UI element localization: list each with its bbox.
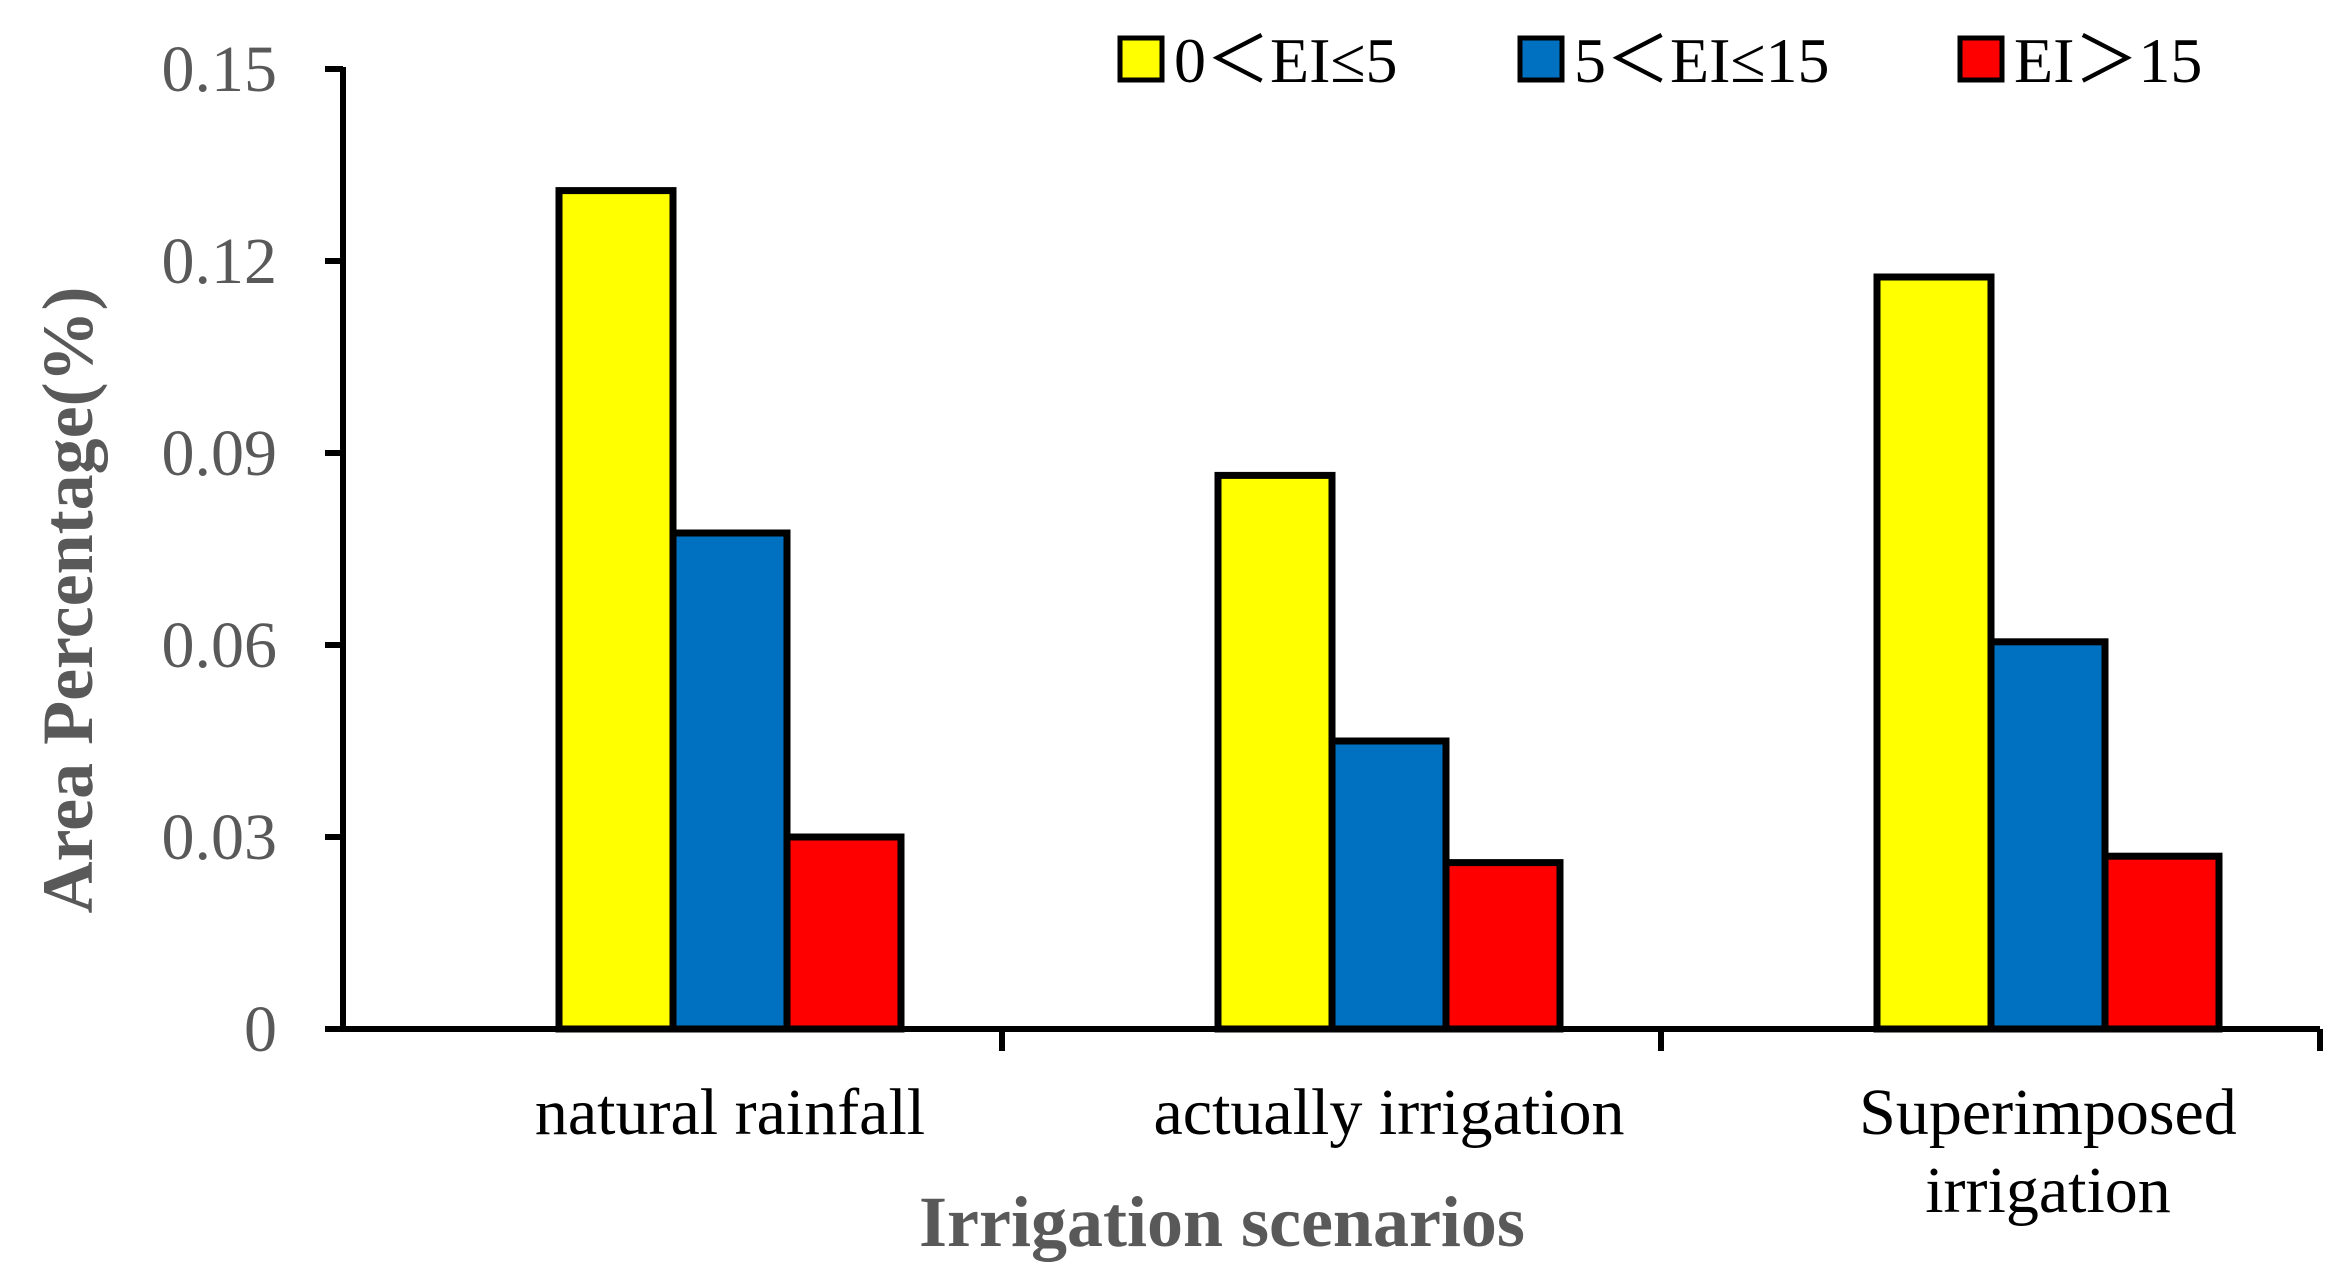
- x-axis-title: Irrigation scenarios: [919, 1182, 1525, 1262]
- y-tick-label: 0.12: [162, 225, 278, 298]
- x-category-label: actually irrigation: [1154, 1076, 1625, 1149]
- legend-item-2: 5＜EI≤15: [1517, 25, 1830, 96]
- y-tick-label: 0.06: [162, 609, 278, 682]
- bar-3-category-2: [1442, 859, 1564, 1033]
- x-category-label: irrigation: [1925, 1154, 2171, 1227]
- x-axis: natural rainfall actually irrigation Super…: [343, 1026, 2323, 1227]
- y-tick-label: 0: [244, 993, 277, 1066]
- y-tick-label: 0.03: [162, 801, 278, 874]
- bar-3-category-3: [2101, 852, 2223, 1033]
- legend-swatch: [1957, 35, 2005, 83]
- legend-item-3: EI＞15: [1957, 25, 2202, 96]
- legend-item-1: 0＜EI≤5: [1117, 25, 1398, 96]
- bar-2-category-2: [1328, 737, 1450, 1033]
- x-category-label: Superimposed: [1859, 1076, 2237, 1149]
- legend-label: EI＞15: [2014, 25, 2202, 96]
- bar-1-category-1: [555, 187, 677, 1033]
- legend-label: 0＜EI≤5: [1174, 25, 1398, 96]
- legend: 0＜EI≤5 5＜EI≤15 EI＞15: [1117, 25, 2202, 96]
- y-axis: 0 0.03 0.06 0.09 0.12 0.15: [162, 33, 346, 1066]
- bar-1-category-2: [1214, 471, 1336, 1033]
- x-category-label: natural rainfall: [535, 1076, 925, 1149]
- bar-3-category-1: [783, 833, 905, 1033]
- y-tick-label: 0.15: [162, 33, 278, 106]
- legend-swatch: [1117, 35, 1165, 83]
- bar-1-category-3: [1873, 273, 1995, 1033]
- legend-label: 5＜EI≤15: [1574, 25, 1830, 96]
- y-tick-label: 0.09: [162, 417, 278, 490]
- bar-2-category-1: [669, 529, 791, 1033]
- bar-2-category-3: [1987, 638, 2109, 1033]
- y-axis-title: Area Percentage(%): [28, 286, 108, 913]
- plot-area: [555, 187, 2223, 1033]
- legend-swatch: [1517, 35, 1565, 83]
